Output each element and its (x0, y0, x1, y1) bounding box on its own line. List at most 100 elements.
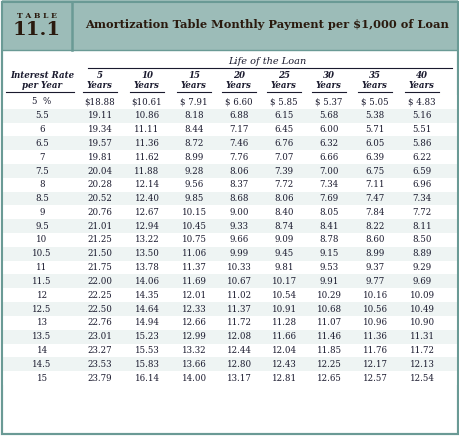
Text: 15: 15 (188, 71, 200, 79)
Text: 12.54: 12.54 (409, 374, 433, 382)
Text: 10.45: 10.45 (181, 221, 206, 231)
Text: 8.44: 8.44 (184, 125, 203, 134)
Bar (3, 330, 456, 344)
Text: 11.85: 11.85 (316, 346, 341, 355)
Text: Years: Years (315, 82, 341, 91)
Text: 11.66: 11.66 (271, 332, 296, 341)
Bar (3, 302, 456, 316)
Text: 19.34: 19.34 (87, 125, 112, 134)
Text: 10.16: 10.16 (362, 291, 387, 300)
Text: 20.52: 20.52 (87, 194, 112, 203)
Text: 8: 8 (39, 181, 45, 189)
Text: 9.69: 9.69 (411, 277, 431, 286)
Text: 10.67: 10.67 (226, 277, 251, 286)
Text: 8.50: 8.50 (411, 235, 431, 245)
Bar (3, 136, 456, 150)
Text: 11.28: 11.28 (271, 318, 296, 327)
Text: 21.75: 21.75 (87, 263, 112, 272)
Text: 11.46: 11.46 (316, 332, 341, 341)
Text: 14.94: 14.94 (134, 318, 159, 327)
Bar (3, 275, 456, 288)
Text: Years: Years (181, 82, 207, 91)
Text: Years: Years (408, 82, 434, 91)
Text: 7.47: 7.47 (364, 194, 384, 203)
Bar (3, 233, 456, 247)
Text: 6.39: 6.39 (364, 153, 384, 162)
Text: 9.91: 9.91 (319, 277, 338, 286)
Text: 10.86: 10.86 (134, 111, 159, 120)
Text: $ 5.37: $ 5.37 (314, 98, 342, 106)
Text: 9.53: 9.53 (319, 263, 338, 272)
Text: 12.80: 12.80 (226, 360, 251, 369)
Text: 13.5: 13.5 (32, 332, 51, 341)
Text: 11.72: 11.72 (226, 318, 251, 327)
Text: 15.53: 15.53 (134, 346, 159, 355)
Text: 12.57: 12.57 (362, 374, 386, 382)
Text: 7.46: 7.46 (229, 139, 248, 148)
Text: 9.5: 9.5 (35, 221, 49, 231)
Text: 7.00: 7.00 (319, 167, 338, 176)
Text: 11.5: 11.5 (32, 277, 51, 286)
Text: 11.06: 11.06 (181, 249, 206, 258)
Text: 9.81: 9.81 (274, 263, 293, 272)
Bar (3, 150, 456, 164)
Text: 35: 35 (368, 71, 380, 79)
Text: T A B L E: T A B L E (17, 12, 57, 20)
Text: $ 5.85: $ 5.85 (269, 98, 297, 106)
Text: 11.36: 11.36 (362, 332, 386, 341)
Text: 6.00: 6.00 (319, 125, 338, 134)
Text: 9.56: 9.56 (184, 181, 203, 189)
Text: 12.17: 12.17 (362, 360, 386, 369)
Text: 9.00: 9.00 (229, 208, 248, 217)
Text: $ 5.05: $ 5.05 (360, 98, 388, 106)
Text: 11.37: 11.37 (226, 304, 251, 313)
Text: Life of the Loan: Life of the Loan (227, 58, 305, 67)
Text: 19.57: 19.57 (87, 139, 112, 148)
Bar (3, 288, 456, 302)
Text: 12.33: 12.33 (181, 304, 206, 313)
Text: 11.1: 11.1 (13, 21, 61, 39)
Text: 7.5: 7.5 (35, 167, 49, 176)
Text: 10.54: 10.54 (271, 291, 296, 300)
Text: 8.06: 8.06 (229, 167, 248, 176)
Text: 11.69: 11.69 (181, 277, 206, 286)
Text: 22.25: 22.25 (87, 291, 112, 300)
Text: Years: Years (270, 82, 297, 91)
Text: 13.50: 13.50 (134, 249, 159, 258)
Text: 8.06: 8.06 (274, 194, 293, 203)
Text: per Year: per Year (22, 82, 62, 91)
Text: 10: 10 (141, 71, 153, 79)
Text: 6.59: 6.59 (411, 167, 431, 176)
Text: 12.43: 12.43 (271, 360, 296, 369)
Text: 7.39: 7.39 (274, 167, 293, 176)
Text: 10.68: 10.68 (316, 304, 341, 313)
Text: 10.75: 10.75 (181, 235, 206, 245)
Text: 12.40: 12.40 (134, 194, 159, 203)
Text: 8.37: 8.37 (229, 181, 248, 189)
Text: 6.5: 6.5 (35, 139, 49, 148)
Text: 12.5: 12.5 (32, 304, 51, 313)
Text: 7.84: 7.84 (364, 208, 384, 217)
Text: 12.25: 12.25 (316, 360, 341, 369)
Text: 22.76: 22.76 (87, 318, 112, 327)
Text: 20.76: 20.76 (87, 208, 112, 217)
Text: 6: 6 (39, 125, 45, 134)
Text: 10.90: 10.90 (409, 318, 434, 327)
Bar (3, 164, 456, 178)
Text: 10.56: 10.56 (362, 304, 386, 313)
Text: 11.07: 11.07 (316, 318, 341, 327)
Text: 13.78: 13.78 (134, 263, 159, 272)
Text: 5: 5 (97, 71, 103, 79)
Bar (3, 123, 456, 136)
Text: 12.01: 12.01 (181, 291, 206, 300)
Text: $ 6.60: $ 6.60 (225, 98, 252, 106)
Bar (3, 316, 456, 330)
Text: 13.66: 13.66 (181, 360, 206, 369)
Text: 12.65: 12.65 (316, 374, 341, 382)
Text: 6.88: 6.88 (229, 111, 248, 120)
Text: 8.60: 8.60 (364, 235, 384, 245)
Text: 9.99: 9.99 (229, 249, 248, 258)
Text: 19.11: 19.11 (87, 111, 112, 120)
Bar (3, 95, 456, 109)
Text: 8.68: 8.68 (229, 194, 248, 203)
